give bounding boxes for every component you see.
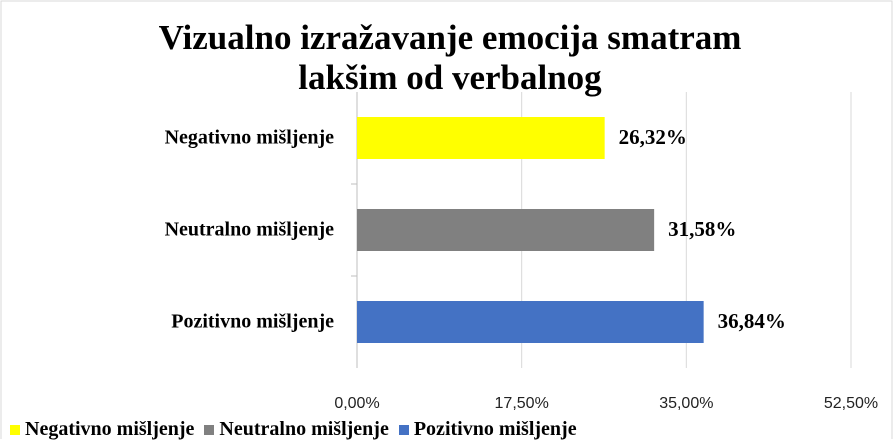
legend-item: Neutralno mišljenje (204, 418, 389, 441)
y-tick-label: Negativno mišljenje (165, 127, 335, 149)
data-label: 31,58% (668, 217, 736, 241)
legend: Negativno mišljenje Neutralno mišljenje Po… (10, 418, 577, 441)
data-label: 26,32% (619, 125, 687, 149)
x-tick-label: 17,50% (495, 395, 549, 412)
x-tick-label: 52,50% (824, 395, 878, 412)
x-tick-label: 35,00% (659, 395, 713, 412)
y-tick-label: Neutralno mišljenje (165, 219, 335, 241)
legend-item: Negativno mišljenje (10, 418, 194, 441)
legend-swatch (204, 424, 215, 435)
legend-label: Neutralno mišljenje (219, 418, 389, 440)
bar (357, 301, 704, 343)
legend-swatch (10, 424, 20, 435)
x-tick-label: 0,00% (334, 395, 379, 412)
legend-label: Negativno mišljenje (25, 418, 195, 440)
y-tick-label: Pozitivno mišljenje (171, 311, 334, 333)
chart-title: Vizualno izražavanje emocija smatram lak… (158, 18, 742, 97)
data-label: 36,84% (718, 309, 786, 333)
legend-item: Pozitivno mišljenje (398, 418, 577, 441)
legend-label: Pozitivno mišljenje (413, 418, 577, 440)
bar (357, 117, 605, 159)
bar (357, 209, 655, 251)
legend-swatch (398, 424, 409, 435)
